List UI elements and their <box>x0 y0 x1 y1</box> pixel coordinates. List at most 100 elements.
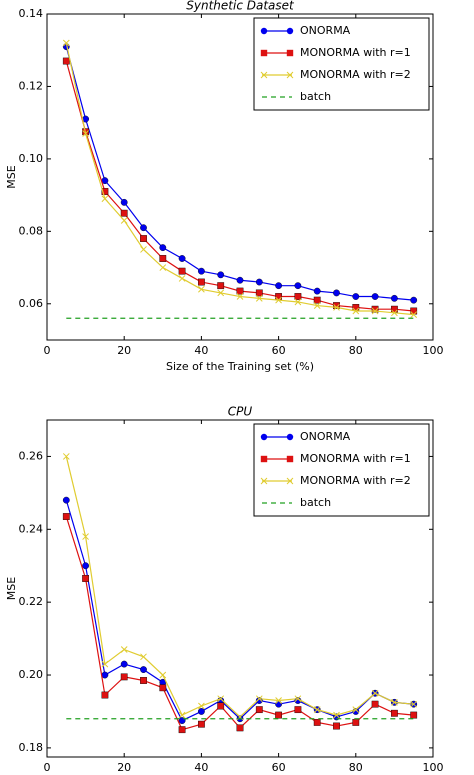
marker <box>197 708 205 715</box>
marker <box>82 562 90 570</box>
marker <box>236 287 244 295</box>
x-tick-label: 80 <box>349 761 363 774</box>
marker <box>101 671 109 679</box>
marker <box>275 296 282 304</box>
marker <box>101 691 109 699</box>
series <box>62 513 418 734</box>
marker <box>140 666 147 673</box>
legend-marker <box>286 477 294 485</box>
marker <box>140 224 147 232</box>
legend-marker <box>260 49 268 57</box>
marker <box>352 718 360 726</box>
legend-marker <box>286 433 294 441</box>
x-tick-label: 100 <box>423 344 444 357</box>
marker <box>217 695 225 703</box>
legend-label: MONORMA with r=2 <box>300 68 411 81</box>
y-tick-label: 0.20 <box>19 668 44 681</box>
x-tick-label: 0 <box>44 761 51 774</box>
series <box>62 453 418 721</box>
chart-title: Synthetic Dataset <box>186 0 295 13</box>
marker <box>159 255 167 262</box>
marker <box>255 695 263 703</box>
marker <box>333 722 340 730</box>
marker <box>255 706 263 714</box>
marker <box>294 298 302 306</box>
marker <box>159 684 167 692</box>
legend: ONORMA MONORMA with r=1 MONORMA with r=2 ba… <box>253 423 430 517</box>
y-tick-label: 0.08 <box>19 224 44 237</box>
marker <box>391 309 398 317</box>
legend-box <box>253 17 430 111</box>
marker <box>82 130 89 137</box>
marker <box>62 57 70 65</box>
marker <box>178 726 186 734</box>
marker <box>294 695 302 703</box>
marker <box>333 302 340 309</box>
marker <box>198 285 205 293</box>
x-tick-label: 20 <box>117 761 131 774</box>
legend-label: batch <box>300 90 331 103</box>
marker <box>275 293 282 300</box>
legend-label: MONORMA with r=2 <box>300 474 411 487</box>
plot-frame <box>46 419 434 758</box>
marker <box>294 282 302 290</box>
legend-marker <box>286 455 294 463</box>
x-tick-label: 60 <box>272 761 286 774</box>
marker <box>178 711 186 719</box>
marker <box>159 244 167 252</box>
marker <box>198 702 205 710</box>
marker <box>62 39 70 47</box>
marker <box>120 217 128 224</box>
marker <box>62 496 70 504</box>
marker <box>178 267 186 275</box>
marker <box>391 709 398 717</box>
legend: ONORMA MONORMA with r=1 MONORMA with r=2 ba… <box>253 17 430 111</box>
y-tick-label: 0.24 <box>19 522 44 535</box>
marker <box>197 278 205 286</box>
x-tick-label: 40 <box>194 344 208 357</box>
marker <box>217 282 225 290</box>
marker <box>275 700 282 708</box>
marker <box>140 235 147 242</box>
marker <box>120 209 128 217</box>
x-tick-label: 60 <box>272 344 286 357</box>
legend-label: MONORMA with r=1 <box>300 452 411 465</box>
marker <box>410 311 418 318</box>
marker <box>352 293 360 300</box>
marker <box>275 697 282 704</box>
marker <box>390 294 398 302</box>
marker <box>120 198 128 206</box>
marker <box>352 307 360 315</box>
marker <box>236 724 244 732</box>
marker <box>140 677 147 684</box>
marker <box>371 307 379 315</box>
marker <box>294 293 302 300</box>
legend-marker <box>286 71 294 79</box>
marker <box>82 533 89 540</box>
marker <box>313 706 321 713</box>
legend-marker <box>286 27 294 35</box>
marker <box>333 289 340 297</box>
legend-box <box>253 423 430 517</box>
y-tick-label: 0.26 <box>19 449 44 462</box>
legend-label: batch <box>300 496 331 509</box>
x-tick-label: 40 <box>194 761 208 774</box>
legend-label: ONORMA <box>300 24 351 37</box>
y-tick-label: 0.18 <box>19 741 44 754</box>
marker <box>120 660 128 668</box>
legend-label: ONORMA <box>300 430 351 443</box>
y-tick-label: 0.12 <box>19 79 44 92</box>
marker <box>410 711 418 719</box>
marker <box>255 278 263 286</box>
marker <box>101 660 109 668</box>
marker <box>313 296 321 304</box>
marker <box>410 296 418 304</box>
marker <box>410 307 418 315</box>
y-axis-label: MSE <box>5 165 18 188</box>
y-tick-label: 0.06 <box>19 297 44 310</box>
marker <box>255 289 263 297</box>
marker <box>275 282 282 290</box>
legend-marker <box>260 455 268 463</box>
marker <box>371 293 379 300</box>
